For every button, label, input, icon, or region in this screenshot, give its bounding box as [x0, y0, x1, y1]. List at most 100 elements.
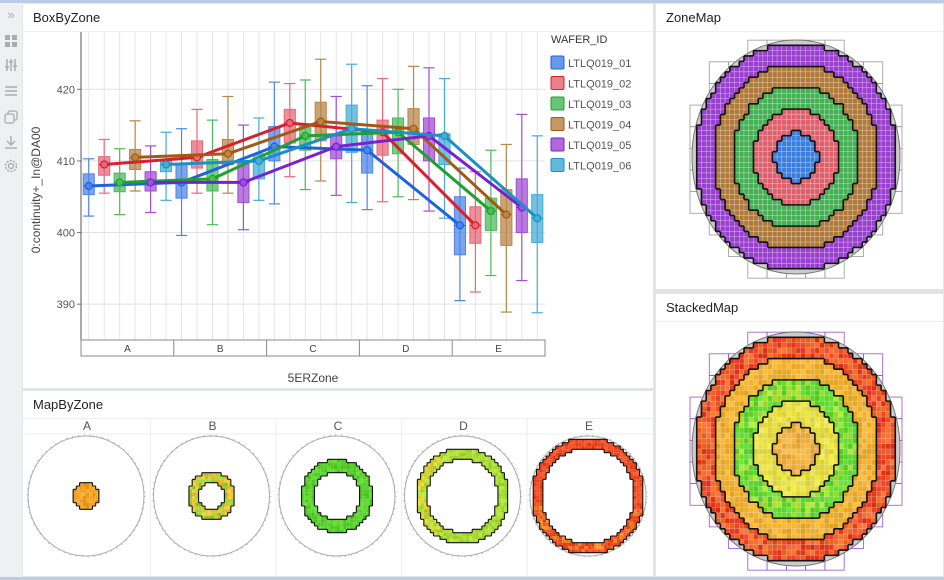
die-cell	[852, 199, 858, 206]
die-cell	[824, 400, 830, 407]
die-cell	[559, 452, 563, 456]
die-cell	[838, 486, 844, 492]
die-cell	[552, 456, 556, 460]
die-cell	[847, 103, 853, 110]
die-cell	[748, 353, 754, 359]
die-cell	[423, 509, 428, 513]
die-cell	[805, 252, 811, 259]
die-cell	[76, 502, 80, 506]
die-cell	[710, 411, 716, 418]
die-cell	[772, 119, 778, 126]
die-cell	[369, 496, 373, 500]
die-cell	[866, 87, 872, 94]
die-cell	[786, 486, 792, 492]
gear-icon[interactable]	[3, 158, 19, 174]
die-cell	[757, 199, 764, 206]
die-cell	[337, 462, 341, 466]
die-cell	[568, 446, 572, 450]
copy-icon[interactable]	[3, 109, 19, 125]
die-cell	[852, 374, 858, 381]
die-cell	[781, 167, 787, 174]
die-cell	[349, 522, 354, 526]
die-cell	[497, 496, 502, 500]
die-cell	[330, 462, 334, 466]
die-cell	[701, 448, 707, 455]
die-cell	[757, 156, 764, 163]
die-cell	[629, 522, 634, 526]
die-cell	[195, 506, 199, 510]
die-cell	[633, 509, 637, 513]
die-cell	[192, 496, 196, 500]
die-cell	[705, 156, 712, 163]
die-cell	[743, 87, 749, 94]
die-cell	[478, 459, 482, 463]
die-cell	[472, 449, 476, 453]
die-cell	[729, 411, 735, 418]
die-cell	[327, 526, 331, 530]
die-cell	[838, 517, 844, 524]
die-cell	[433, 519, 437, 523]
die-cell	[439, 526, 444, 530]
die-cell	[871, 204, 877, 211]
die-cell	[767, 475, 773, 482]
die-cell	[720, 172, 726, 179]
die-cell	[880, 199, 887, 206]
die-cell	[436, 466, 440, 470]
die-cell	[427, 509, 431, 513]
die-cell	[847, 140, 853, 147]
die-cell	[843, 411, 849, 418]
die-cell	[578, 439, 582, 443]
die-cell	[436, 522, 440, 526]
die-cell	[866, 130, 872, 136]
expand-chevrons-icon[interactable]: »	[7, 7, 15, 22]
die-cell	[739, 98, 745, 105]
die-cell	[337, 519, 341, 523]
die-cell	[620, 459, 624, 463]
die-cell	[828, 146, 835, 152]
die-cell	[636, 499, 640, 503]
die-cell	[762, 395, 768, 402]
die-cell	[762, 178, 768, 184]
die-cell	[828, 77, 835, 83]
die-cell	[536, 499, 540, 503]
die-cell	[772, 390, 778, 397]
die-cell	[857, 199, 863, 206]
die-cell	[724, 427, 731, 434]
die-cell	[79, 499, 83, 503]
die-cell	[539, 486, 543, 490]
die-cell	[800, 188, 806, 195]
die-cell	[847, 390, 853, 397]
die-cell	[776, 347, 783, 354]
sliders-icon[interactable]	[3, 57, 19, 73]
die-cell	[767, 491, 773, 498]
die-cell	[767, 98, 773, 105]
die-cell	[814, 71, 820, 78]
die-cell	[633, 516, 637, 520]
die-cell	[227, 492, 231, 496]
die-cell	[866, 225, 872, 232]
die-cell	[568, 539, 572, 543]
grid-icon[interactable]	[3, 33, 19, 49]
download-icon[interactable]	[3, 134, 19, 150]
die-cell	[301, 492, 305, 496]
die-cell	[578, 446, 582, 450]
die-cell	[629, 526, 634, 530]
die-cell	[743, 156, 749, 163]
die-cell	[880, 454, 887, 460]
die-cell	[739, 427, 745, 434]
die-cell	[314, 522, 318, 526]
filter-lines-icon[interactable]	[3, 83, 19, 99]
die-cell	[533, 496, 537, 500]
die-cell	[546, 529, 550, 533]
die-cell	[720, 92, 726, 99]
die-cell	[743, 411, 749, 418]
die-cell	[809, 523, 816, 529]
die-cell	[720, 443, 726, 450]
die-cell	[753, 539, 759, 545]
die-cell	[710, 199, 716, 206]
die-cell	[311, 509, 315, 513]
die-cell	[743, 140, 749, 147]
die-cell	[729, 517, 735, 524]
die-cell	[795, 528, 801, 535]
